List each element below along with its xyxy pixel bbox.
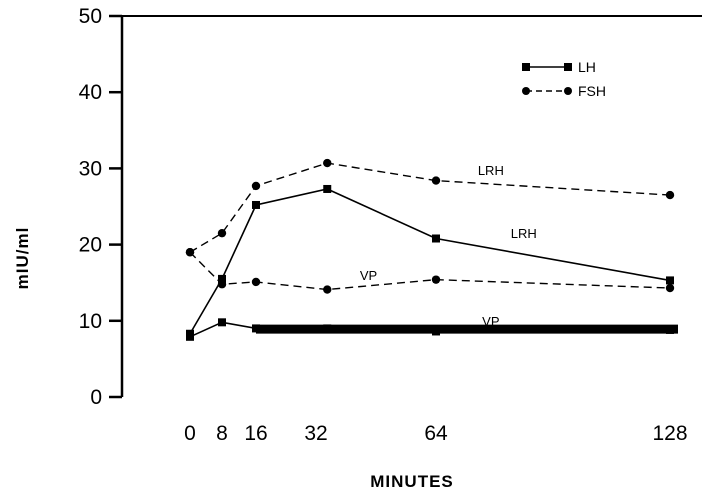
legend: LH FSH bbox=[522, 59, 606, 99]
legend-label: LH bbox=[578, 59, 596, 75]
lh-vp-point bbox=[323, 324, 332, 333]
fsh-vp-point bbox=[251, 277, 261, 287]
lh-vp-point bbox=[432, 327, 440, 336]
annotation-label: LRH bbox=[511, 226, 537, 241]
fsh-vp-point bbox=[431, 275, 441, 284]
axes bbox=[120, 15, 702, 397]
lh-vp-point bbox=[218, 318, 226, 327]
annotation-label: VP bbox=[482, 314, 499, 329]
fsh-vp-point bbox=[185, 248, 195, 257]
x-tick-label: 32 bbox=[304, 422, 327, 445]
x-tick-label: 0 bbox=[184, 422, 196, 445]
lh-lrh-point bbox=[252, 200, 260, 209]
lh-lrh-point bbox=[218, 274, 226, 283]
fsh-vp-point bbox=[323, 285, 332, 294]
annotations: LRH LRH VP VP bbox=[360, 163, 537, 329]
x-axis-ticks: 0 8 16 32 64 128 bbox=[184, 422, 687, 445]
fsh-vp-line bbox=[189, 251, 671, 291]
x-tick-label: 8 bbox=[216, 422, 228, 445]
lh-vp-point bbox=[666, 325, 674, 334]
fsh-lrh-point bbox=[431, 176, 441, 185]
y-tick-label: 30 bbox=[79, 157, 102, 180]
x-tick-label: 128 bbox=[652, 422, 687, 445]
y-tick-label: 50 bbox=[79, 5, 102, 28]
fsh-lrh-point bbox=[323, 158, 332, 168]
fsh-lrh-point bbox=[665, 190, 675, 200]
lh-lrh-line bbox=[189, 188, 671, 335]
lh-lrh-point bbox=[323, 184, 332, 193]
legend-label: FSH bbox=[578, 83, 606, 99]
lh-lrh-point bbox=[432, 234, 440, 243]
y-tick-label: 20 bbox=[79, 234, 102, 257]
y-axis-ticks: 0 10 20 30 40 50 bbox=[79, 5, 122, 409]
y-tick-label: 10 bbox=[79, 310, 102, 333]
fsh-vp-point bbox=[665, 283, 675, 293]
data-series bbox=[185, 158, 678, 341]
lh-vp-point bbox=[186, 332, 194, 341]
x-tick-label: 64 bbox=[424, 422, 448, 445]
annotation-label: LRH bbox=[478, 163, 504, 178]
legend-marker bbox=[564, 87, 572, 95]
fsh-lrh-point bbox=[251, 181, 261, 191]
x-axis-title: MINUTES bbox=[370, 472, 454, 491]
legend-marker bbox=[564, 63, 572, 71]
fsh-vp-point bbox=[217, 280, 227, 289]
y-tick-label: 40 bbox=[79, 81, 102, 104]
x-tick-label: 16 bbox=[244, 422, 267, 445]
fsh-lrh-point bbox=[217, 228, 227, 238]
fsh-lrh-line bbox=[189, 162, 671, 253]
y-axis-title: mIU/ml bbox=[13, 227, 32, 290]
y-tick-label: 0 bbox=[90, 386, 102, 409]
legend-marker bbox=[522, 63, 530, 71]
lh-vp-point bbox=[252, 324, 260, 333]
lh-lrh-point bbox=[666, 276, 674, 285]
legend-marker bbox=[522, 87, 530, 95]
annotation-label: VP bbox=[360, 268, 377, 283]
